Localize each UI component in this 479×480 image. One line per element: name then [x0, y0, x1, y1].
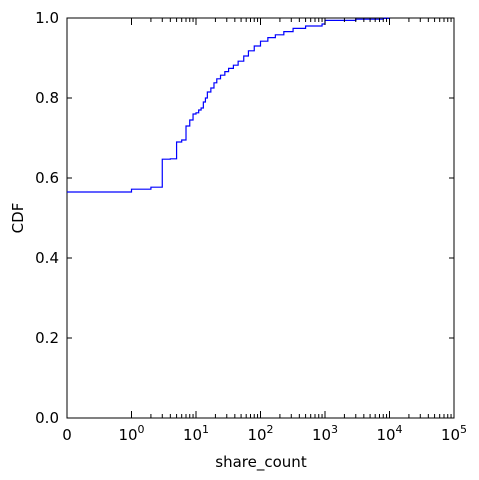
series-layer	[67, 17, 391, 193]
y-axis-label: CDF	[9, 203, 27, 234]
y-tick-label: 0.6	[35, 169, 59, 187]
x-tick-label: 101	[183, 423, 209, 444]
x-tick-label: 100	[118, 423, 144, 444]
cdf-series-line-0	[67, 17, 391, 193]
y-tick-label: 1.0	[35, 9, 59, 27]
plot-frame	[66, 17, 455, 419]
y-tick-label: 0.2	[35, 329, 59, 347]
x-tick-label: 103	[312, 423, 338, 444]
y-tick-label: 0.8	[35, 89, 59, 107]
y-tick-label: 0.4	[35, 249, 59, 267]
x-tick-label: 102	[247, 423, 273, 444]
axes-layer	[66, 17, 455, 419]
ticks-layer: 0.0 0.2 0.4 0.6 0.8 1.0 0 100 101 102 103 104 105	[35, 9, 467, 444]
y-tick-label: 0.0	[35, 409, 59, 427]
x-tick-label: 104	[376, 423, 402, 444]
x-axis-label: share_count	[215, 453, 307, 472]
x-tick-label: 0	[62, 426, 72, 444]
x-tick-label: 105	[441, 423, 467, 444]
